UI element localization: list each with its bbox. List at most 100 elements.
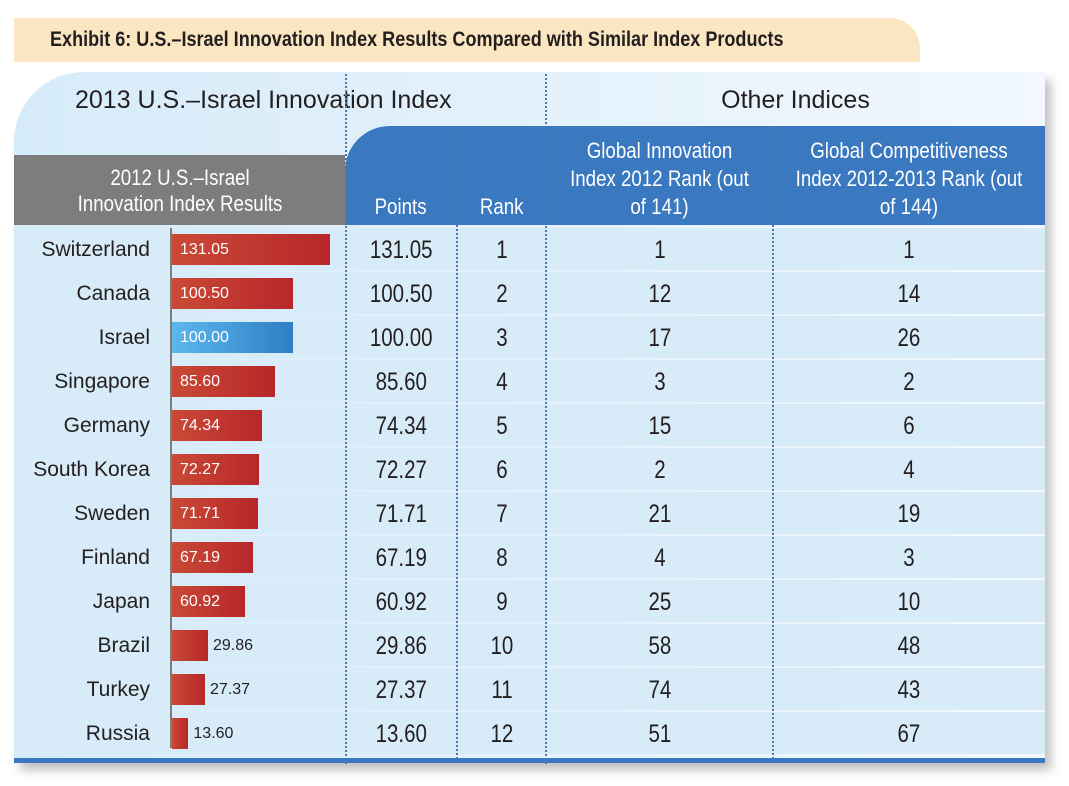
gii-cell: 2 (653, 456, 666, 484)
bar-label: 71.71 (180, 505, 221, 522)
bar (172, 278, 294, 309)
gii-cell: 58 (648, 632, 671, 660)
header-points-label: Points (375, 194, 427, 219)
rank-cell: 6 (495, 456, 508, 484)
points-cell: 13.60 (375, 720, 427, 748)
header-gci: Global Competitiveness Index 2012-2013 R… (773, 126, 1045, 225)
rank-cell: 11 (490, 676, 513, 704)
divider (456, 126, 458, 762)
section-right-title: Other Indices (721, 86, 870, 114)
gci-cell: 3 (903, 544, 915, 572)
gci-cell: 67 (897, 720, 921, 748)
points-cell: 131.05 (369, 236, 433, 264)
bar-label: 85.60 (180, 373, 221, 390)
points-cell: 100.50 (369, 280, 433, 308)
bar-label: 13.60 (193, 725, 234, 742)
header-results-label: 2012 U.S.–Israel Innovation Index Result… (77, 165, 282, 216)
gii-cell: 3 (653, 368, 666, 396)
bar-label: 67.19 (180, 549, 221, 566)
table-row: Canada 100.50 100.50 2 12 14 (14, 272, 1045, 314)
points-cell: 67.19 (375, 544, 427, 572)
gci-cell: 1 (903, 236, 915, 264)
gii-cell: 51 (648, 720, 671, 748)
section-left-title: 2013 U.S.–Israel Innovation Index (75, 86, 452, 114)
country-label: Sweden (74, 502, 150, 525)
header-results: 2012 U.S.–Israel Innovation Index Result… (14, 155, 345, 225)
gii-cell: 4 (653, 544, 666, 572)
header-gii: Global Innovation Index 2012 Rank (out o… (546, 126, 773, 225)
rank-cell: 7 (495, 500, 508, 528)
bar (172, 410, 262, 441)
country-label: Turkey (86, 678, 150, 701)
table-row: Israel 100.00 100.00 3 17 26 (14, 316, 1045, 358)
gci-cell: 48 (897, 632, 921, 660)
country-label: Russia (85, 722, 150, 745)
bar-label: 27.37 (209, 681, 251, 698)
country-label: Israel (98, 326, 150, 349)
table-row: Singapore 85.60 85.60 4 3 2 (14, 360, 1045, 402)
title-banner (14, 18, 920, 62)
table-row: Turkey 27.37 27.37 11 74 43 (14, 668, 1045, 710)
table-row: Brazil 29.86 29.86 10 58 48 (14, 624, 1045, 666)
table-row: Finland 67.19 67.19 8 4 3 (14, 536, 1045, 578)
header-rank: Rank (457, 126, 546, 225)
table-row: Sweden 71.71 71.71 7 21 19 (14, 492, 1045, 534)
gii-cell: 1 (653, 236, 666, 264)
table-row: Japan 60.92 60.92 9 25 10 (14, 580, 1045, 622)
bar (172, 542, 253, 573)
country-label: Finland (81, 546, 150, 569)
country-label: Brazil (97, 634, 150, 657)
rank-cell: 1 (495, 236, 508, 264)
gii-cell: 21 (648, 500, 671, 528)
gci-cell: 14 (897, 280, 921, 308)
exhibit-title: Exhibit 6: U.S.–Israel Innovation Index … (50, 28, 784, 51)
country-label: Japan (92, 590, 150, 613)
points-cell: 60.92 (375, 588, 427, 616)
gci-cell: 43 (897, 676, 921, 704)
bar (172, 674, 205, 705)
bar (172, 498, 259, 529)
gci-cell: 26 (897, 324, 921, 352)
rank-cell: 4 (495, 368, 508, 396)
country-label: South Korea (33, 458, 150, 481)
table-row: Switzerland 131.05 131.05 1 1 1 (14, 228, 1045, 270)
gci-cell: 6 (903, 412, 915, 440)
table-row: Germany 74.34 74.34 5 15 6 (14, 404, 1045, 446)
header-points: Points (345, 126, 457, 225)
gci-cell: 19 (897, 500, 921, 528)
gii-cell: 17 (648, 324, 671, 352)
bar-label: 131.05 (180, 241, 229, 258)
points-cell: 27.37 (375, 676, 427, 704)
bar-label: 100.00 (180, 329, 229, 346)
divider (772, 126, 774, 762)
bar (172, 454, 260, 485)
points-cell: 72.27 (375, 456, 427, 484)
header-gii-label: Global Innovation Index 2012 Rank (out o… (570, 138, 749, 219)
rank-cell: 8 (495, 544, 508, 572)
bar-label: 29.86 (213, 637, 254, 654)
rank-cell: 2 (495, 280, 508, 308)
gii-cell: 25 (648, 588, 671, 616)
bottom-rule (14, 758, 1045, 763)
header-rank-label: Rank (479, 194, 524, 219)
country-label: Germany (63, 414, 150, 437)
bar (172, 322, 293, 353)
rank-cell: 3 (495, 324, 508, 352)
table-row: Russia 13.60 13.60 12 51 67 (14, 712, 1045, 754)
bar (172, 366, 276, 397)
header-gci-label: Global Competitiveness Index 2012-2013 R… (795, 138, 1023, 219)
rank-cell: 9 (495, 588, 508, 616)
header-blue-left (345, 126, 546, 225)
gci-cell: 2 (903, 368, 915, 396)
divider (545, 74, 547, 764)
bar-label: 60.92 (180, 593, 221, 610)
table-row: South Korea 72.27 72.27 6 2 4 (14, 448, 1045, 490)
gci-cell: 4 (903, 456, 915, 484)
country-label: Singapore (54, 370, 150, 393)
gii-cell: 12 (648, 280, 671, 308)
points-cell: 74.34 (375, 412, 427, 440)
bar (172, 630, 208, 661)
points-cell: 100.00 (369, 324, 433, 352)
country-label: Switzerland (41, 238, 150, 261)
gci-cell: 10 (897, 588, 921, 616)
